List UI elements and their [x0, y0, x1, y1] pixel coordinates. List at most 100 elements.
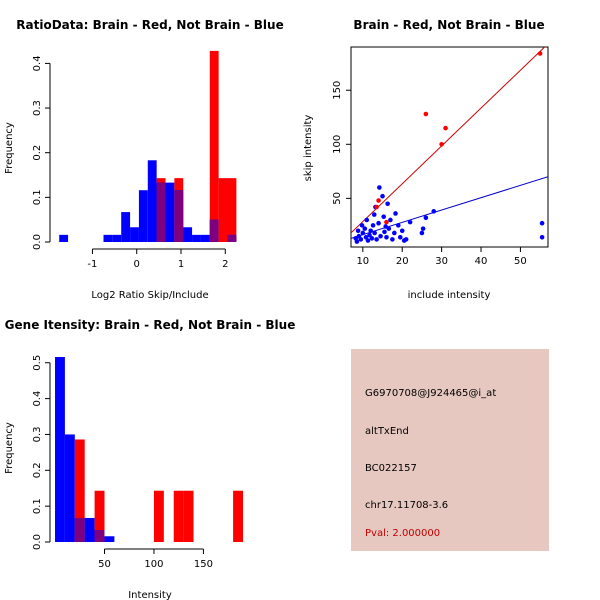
scatter-red-fit-line — [351, 47, 546, 234]
scatter-point-red — [443, 125, 448, 131]
intensity-bar-blue-0 — [55, 357, 65, 542]
intensity-bar-red-4 — [94, 490, 105, 542]
ratio-bar-blue-6 — [147, 160, 157, 242]
scatter-point-blue — [423, 215, 429, 221]
info-background — [351, 349, 549, 551]
scatter-point-blue — [370, 223, 376, 228]
pval-text: Pval: 2.000000 — [365, 528, 440, 539]
scatter-marks — [351, 47, 548, 244]
ratio-bar-red-13 — [209, 50, 219, 243]
scatter-x-tick-label: 10 — [356, 256, 369, 267]
ratio-bar-blue-10 — [183, 227, 193, 242]
scatter-y-tick-label: 100 — [332, 135, 343, 154]
ratio-bar-blue-12 — [200, 234, 210, 242]
ratio-bar-blue-11 — [192, 234, 201, 242]
scatter-x-tick-label: 30 — [435, 256, 448, 267]
intensity-y-tick-label: 0.5 — [32, 355, 43, 371]
scatter-point-blue — [359, 223, 365, 228]
scatter-point-blue — [376, 220, 381, 226]
scatter-point-red — [374, 204, 379, 210]
scatter-point-blue — [420, 226, 426, 231]
scatter-xlabel: include intensity — [408, 290, 491, 301]
intensity-y-tick-label: 0.1 — [32, 498, 43, 514]
scatter-panel: Brain - Red, Not Brain - Blue include in… — [303, 18, 549, 301]
scatter-point-red — [423, 111, 429, 117]
info-panel: G6970708@J924465@i_at altTxEnd BC022157 … — [351, 349, 549, 551]
ratio-y-tick-label: 0.1 — [32, 189, 43, 205]
ratio-bar-overlap-7 — [156, 182, 166, 242]
scatter-point-blue — [539, 234, 545, 240]
scatter-blue-fit-line — [351, 176, 548, 239]
scatter-point-blue — [374, 237, 379, 242]
intensity-y-tick-label: 0.3 — [32, 426, 43, 442]
intensity-histogram-ylabel: Frequency — [4, 422, 15, 474]
ratio-y-tick-label: 0.4 — [32, 55, 43, 71]
scatter-point-blue — [382, 229, 387, 235]
scatter-point-red — [439, 141, 444, 147]
scatter-plot-box — [350, 46, 549, 248]
scatter-x-tick-label: 20 — [396, 256, 409, 267]
intensity-x-tick-label: 150 — [194, 559, 213, 570]
scatter-point-blue — [381, 214, 387, 220]
intensity-bar-blue-3 — [84, 517, 95, 542]
scatter-point-blue — [377, 185, 382, 190]
intensity-y-tick-label: 0.0 — [32, 534, 43, 550]
intensity-bar-blue-1 — [64, 434, 75, 542]
ratio-x-tick-label: 1 — [178, 259, 184, 270]
ratio-bar-blue-4 — [130, 227, 139, 242]
intensity-bar-red-6 — [153, 490, 164, 542]
intensity-y-tick-label: 0.4 — [32, 391, 43, 407]
ratio-x-tick-label: 0 — [134, 259, 140, 270]
ratio-x-tick-label: 2 — [222, 259, 228, 270]
ratio-histogram-bars — [59, 50, 237, 243]
intensity-histogram-title: Gene Itensity: Brain - Red, Not Brain - … — [5, 318, 296, 332]
scatter-point-blue — [372, 230, 377, 236]
scatter-point-blue — [354, 239, 360, 244]
ratio-y-tick-label: 0.0 — [32, 234, 43, 250]
intensity-x-tick-label: 50 — [98, 559, 111, 570]
ratio-bar-blue-1 — [103, 234, 113, 242]
ratio-bar-red-15 — [227, 178, 237, 242]
scatter-point-red — [384, 219, 389, 225]
ratio-bar-blue-2 — [112, 234, 122, 242]
scatter-point-blue — [368, 228, 374, 234]
scatter-point-blue — [364, 217, 370, 223]
scatter-point-blue — [386, 226, 392, 231]
intensity-histogram-panel: Gene Itensity: Brain - Red, Not Brain - … — [4, 318, 295, 600]
scatter-x-tick-label: 50 — [514, 256, 527, 267]
intensity-bar-blue-5 — [104, 536, 115, 542]
scatter-point-blue — [358, 237, 364, 242]
scatter-point-blue — [388, 217, 393, 223]
ratio-bar-overlap-15 — [227, 234, 237, 242]
intensity-bar-red-7 — [173, 490, 184, 542]
ratio-bar-red-14 — [218, 178, 228, 242]
scatter-point-blue — [367, 232, 372, 238]
intensity-histogram-axes: 50 100 150 0.0 0.1 0.2 0.3 0.4 0.5 — [32, 355, 213, 570]
scatter-point-blue — [380, 193, 385, 199]
scatter-point-blue — [378, 233, 383, 239]
scatter-point-blue — [392, 230, 397, 236]
scatter-point-red — [376, 198, 381, 203]
scatter-point-blue — [403, 237, 409, 242]
scatter-point-blue — [431, 209, 437, 214]
scatter-axes: 10 20 30 40 50 50 100 150 — [332, 81, 527, 267]
scatter-point-blue — [369, 236, 375, 241]
scatter-point-blue — [395, 223, 401, 228]
scatter-point-blue — [384, 234, 389, 240]
scatter-point-blue — [362, 226, 368, 231]
ratio-y-tick-label: 0.3 — [32, 100, 43, 116]
intensity-bar-overlap-2 — [74, 517, 85, 542]
scatter-point-blue — [399, 228, 405, 234]
location-text: chr17.11708-3.6 — [365, 500, 448, 511]
scatter-point-blue — [385, 201, 390, 207]
intensity-y-tick-label: 0.2 — [32, 462, 43, 478]
ratio-y-tick-label: 0.2 — [32, 145, 43, 161]
ratio-bar-overlap-13 — [209, 219, 219, 242]
scatter-point-blue — [355, 228, 361, 234]
ratio-bar-blue-3 — [121, 212, 131, 242]
ratio-bar-blue-8 — [165, 182, 175, 242]
ratio-histogram-panel: RatioData: Brain - Red, Not Brain - Blue… — [4, 18, 284, 301]
ratio-bar-blue-0 — [59, 234, 69, 242]
ratio-histogram-xlabel: Log2 Ratio Skip/Include — [91, 290, 208, 301]
